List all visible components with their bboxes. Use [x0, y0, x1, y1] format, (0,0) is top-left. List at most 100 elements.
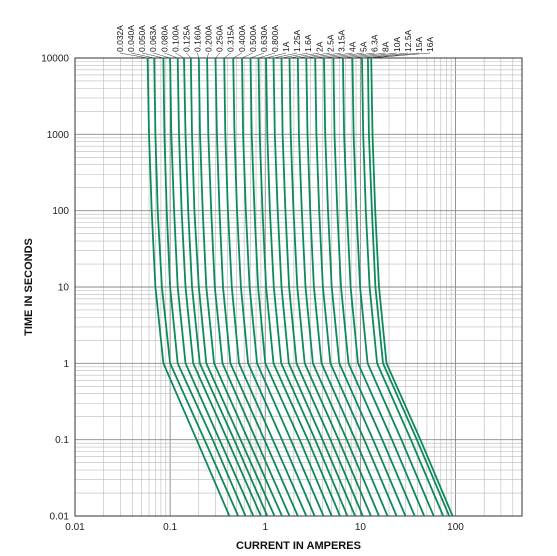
series-layer: [146, 57, 454, 517]
curve-0-500Aline: [241, 57, 325, 517]
curve-label: 0.200A: [204, 25, 214, 52]
x-tick-label: 0.1: [163, 522, 177, 533]
curve-label-leader: [361, 52, 408, 59]
curve-0-200Aline: [206, 57, 291, 517]
curve-label-leader: [333, 52, 375, 59]
x-tick-label: 100: [447, 522, 464, 533]
curve-label: 3.15A: [336, 29, 346, 52]
curve-label: 0.080A: [159, 25, 169, 52]
curve-0-630Aline: [249, 57, 333, 517]
curve-label: 0.315A: [226, 25, 236, 52]
curve-12-5Aline: [361, 57, 445, 517]
curve-2Aline: [288, 57, 372, 517]
curve-label-leader: [266, 52, 287, 59]
curve-label: 0.063A: [148, 25, 158, 52]
curve-0-032Aline: [146, 57, 231, 517]
y-tick-label: 0.1: [55, 435, 69, 446]
curve-label: 0.400A: [237, 25, 247, 52]
curve-label-leader: [215, 52, 220, 59]
curve-label-leader: [233, 52, 242, 59]
curve-15Aline: [367, 57, 451, 517]
curve-label: 1A: [281, 41, 291, 52]
y-tick-label: 10000: [41, 54, 69, 65]
curve-label: 1.6A: [303, 34, 313, 52]
curve-10Aline: [351, 57, 435, 517]
curve-4Aline: [314, 57, 398, 517]
curve-label-leader: [131, 52, 155, 59]
curve-label-leader: [206, 52, 209, 59]
curve-label: 0.630A: [259, 25, 269, 52]
curve-label-leader: [153, 52, 171, 59]
curve-label: 1.25A: [292, 29, 302, 52]
curve-label-leader: [142, 52, 164, 59]
curve-label-leader: [315, 52, 353, 59]
y-tick-label: 100: [52, 206, 69, 217]
x-tick-label: 0.01: [65, 522, 85, 533]
curve-label-leader: [241, 52, 253, 59]
curve-label: 4A: [348, 41, 358, 52]
curve-0-050Aline: [162, 57, 247, 517]
curve-label: 0.032A: [115, 25, 125, 52]
curve-1-25Aline: [272, 57, 356, 517]
curve-3-15Aline: [305, 57, 389, 517]
curve-label-leader: [324, 52, 364, 59]
curve-0-315Aline: [223, 57, 308, 517]
curve-0-080Aline: [176, 57, 262, 517]
curve-label: 0.500A: [248, 25, 258, 52]
curve-0-250Aline: [214, 57, 299, 517]
curve-label: 0.040A: [126, 25, 136, 52]
curve-0-800Aline: [257, 57, 341, 517]
curve-1Aline: [265, 57, 349, 517]
curve-label: 15A: [414, 37, 424, 52]
curve-label-leader: [273, 52, 298, 59]
curve-label: 0.100A: [170, 25, 180, 52]
curve-label: 0.800A: [270, 25, 280, 52]
curve-label: 0.160A: [193, 25, 203, 52]
curve-label-leader: [297, 52, 331, 59]
curve-label-leader: [250, 52, 265, 59]
curve-0-160Aline: [197, 57, 283, 517]
curve-label: 8A: [381, 41, 391, 52]
curve-label: 2A: [314, 41, 324, 52]
y-axis-title: TIME IN SECONDS: [23, 238, 35, 336]
curve-6-3Aline: [332, 57, 416, 517]
y-tick-label: 1000: [47, 130, 70, 141]
curve-label-leader: [289, 52, 320, 59]
curve-label: 10A: [392, 37, 402, 52]
y-tick-label: 1: [63, 359, 69, 370]
curve-label-leader: [352, 52, 397, 59]
curve-label-leader: [371, 52, 431, 59]
curve-label-leader: [175, 52, 185, 59]
curve-label: 5A: [359, 41, 369, 52]
curve-label-leader: [306, 52, 342, 59]
curve-0-040Aline: [153, 57, 240, 517]
tick-labels: 0.01 0.1 1 10 100 0.01 0.1 1 10 100 1000 10000: [41, 54, 464, 534]
curve-0-125Aline: [189, 57, 276, 517]
curve-label-leader: [342, 52, 386, 59]
curve-label-leader: [186, 52, 192, 59]
curve-16Aline: [370, 57, 454, 517]
curve-label: 0.250A: [215, 25, 225, 52]
curve-label: 6.3A: [370, 34, 380, 52]
curve-labels: 0.032A 0.040A 0.050A 0.063A 0.080A 0.100A 0.12…: [115, 25, 435, 59]
x-tick-label: 10: [355, 522, 367, 533]
curve-label-leader: [224, 52, 231, 59]
curve-0-063Aline: [169, 57, 255, 517]
curve-0-400Aline: [232, 57, 316, 517]
curve-label-leader: [164, 52, 178, 59]
curve-label: 12.5A: [403, 29, 413, 52]
curve-label: 16A: [425, 37, 435, 52]
curve-label-leader: [281, 52, 309, 59]
curve-label-leader: [367, 52, 419, 59]
curve-0-100Aline: [183, 57, 269, 517]
curve-label-leader: [119, 52, 148, 59]
curve-1-6Aline: [280, 57, 364, 517]
curve-label: 2.5A: [325, 34, 335, 52]
y-tick-label: 10: [58, 283, 70, 294]
curve-label: 0.050A: [137, 25, 147, 52]
x-axis-title: CURRENT IN AMPERES: [236, 540, 361, 552]
curve-label: 0.125A: [181, 25, 191, 52]
curve-2-5Aline: [296, 57, 380, 517]
x-tick-label: 1: [262, 522, 268, 533]
